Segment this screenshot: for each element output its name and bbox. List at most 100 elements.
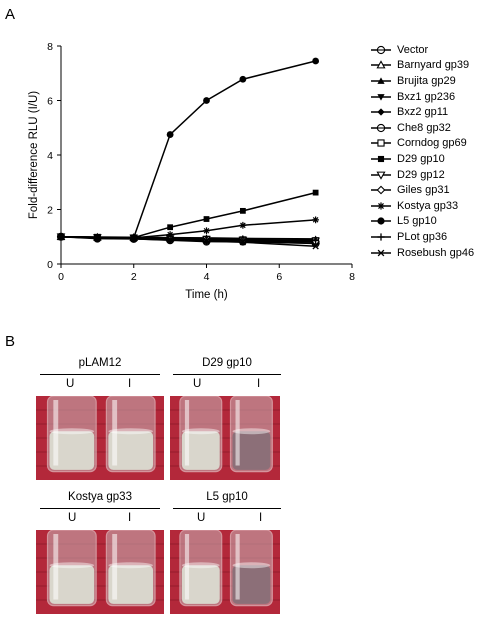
tube-uninduced bbox=[179, 530, 223, 607]
data-point bbox=[312, 216, 320, 224]
photo-block-kostya-gp33: Kostya gp33 U I bbox=[36, 491, 164, 614]
tube-induced bbox=[229, 396, 273, 473]
turbid-culture bbox=[181, 565, 220, 604]
tube-induced bbox=[105, 396, 156, 473]
legend-swatch bbox=[371, 108, 391, 116]
tube-label-u: U bbox=[66, 378, 75, 390]
series-line bbox=[60, 191, 316, 239]
x-tick-label: 2 bbox=[131, 271, 137, 283]
chart-legend: Vector Barnyard gp39 Brujita gp29 Bxz1 gp23… bbox=[370, 42, 474, 260]
data-point bbox=[93, 233, 101, 241]
legend-item-rosebush-gp46: Rosebush gp46 bbox=[370, 245, 474, 261]
legend-label: D29 gp12 bbox=[397, 168, 445, 181]
glass-highlight bbox=[184, 534, 190, 600]
tube-label-i: I bbox=[257, 378, 261, 390]
data-point bbox=[166, 236, 174, 244]
legend-label: Barnyard gp39 bbox=[397, 59, 470, 72]
data-point bbox=[57, 233, 65, 241]
data-point bbox=[203, 97, 210, 104]
tube-uninduced bbox=[179, 396, 223, 473]
tube-induced bbox=[229, 530, 273, 607]
legend-item-plot-gp36: PLot gp36 bbox=[370, 229, 474, 245]
photo-title: Kostya gp33 bbox=[68, 491, 132, 503]
tube-label-u: U bbox=[68, 512, 77, 524]
legend-label: L5 gp10 bbox=[397, 215, 437, 228]
legend-label: Vector bbox=[397, 43, 429, 56]
tube-label-i: I bbox=[259, 512, 263, 524]
glass-highlight bbox=[235, 400, 240, 466]
legend-item-barnyard-gp39: Barnyard gp39 bbox=[370, 58, 474, 74]
x-tick-label: 8 bbox=[349, 271, 355, 283]
legend-item-che8-gp32: Che8 gp32 bbox=[370, 120, 474, 136]
y-tick-label: 6 bbox=[47, 96, 53, 108]
legend-label: Kostya gp33 bbox=[397, 199, 459, 212]
turbid-culture bbox=[181, 431, 220, 470]
legend-swatch bbox=[371, 217, 391, 225]
data-point bbox=[239, 221, 247, 229]
legend-item-d29-gp10: D29 gp10 bbox=[370, 151, 474, 167]
turbid-culture bbox=[108, 565, 154, 604]
tube-induced bbox=[105, 530, 156, 607]
legend-label: Corndog gp69 bbox=[397, 137, 467, 150]
tube-photo bbox=[170, 530, 280, 614]
legend-swatch bbox=[371, 249, 391, 256]
data-point bbox=[203, 216, 210, 222]
legend-item-l5-gp10: L5 gp10 bbox=[370, 214, 474, 230]
legend-label: Brujita gp29 bbox=[397, 74, 456, 87]
data-point bbox=[166, 131, 174, 138]
glass-highlight bbox=[235, 534, 240, 600]
clear-culture bbox=[232, 565, 271, 604]
panel-a-label: A bbox=[5, 6, 16, 23]
tube-label-i: I bbox=[128, 512, 132, 524]
liquid-meniscus bbox=[232, 562, 271, 569]
tube-label-i: I bbox=[128, 378, 132, 390]
legend-swatch bbox=[371, 155, 391, 163]
axes: 0 2 4 6 8 0 2 4 6 8 bbox=[47, 41, 355, 283]
data-point bbox=[203, 237, 210, 245]
legend-label: Che8 gp32 bbox=[397, 121, 451, 134]
turbid-culture bbox=[49, 431, 95, 470]
legend-swatch bbox=[371, 233, 391, 241]
data-point bbox=[130, 234, 138, 241]
legend-swatch bbox=[371, 45, 391, 54]
glass-highlight bbox=[112, 534, 118, 600]
photo-block-d29-gp10: D29 gp10 U I bbox=[170, 357, 281, 480]
liquid-meniscus bbox=[49, 562, 95, 569]
data-point bbox=[239, 239, 247, 246]
legend-label: D29 gp10 bbox=[397, 152, 445, 165]
tube-label-u: U bbox=[197, 512, 206, 524]
legend-label: Bxz1 gp236 bbox=[397, 90, 456, 103]
liquid-meniscus bbox=[49, 428, 95, 435]
data-point bbox=[312, 243, 319, 250]
data-point bbox=[312, 189, 319, 196]
legend-label: Bxz2 gp11 bbox=[397, 106, 449, 119]
data-point bbox=[312, 57, 320, 65]
glass-highlight bbox=[112, 400, 118, 466]
liquid-meniscus bbox=[181, 562, 220, 569]
turbid-culture bbox=[108, 431, 154, 470]
x-tick-label: 6 bbox=[276, 271, 282, 283]
x-tick-label: 4 bbox=[204, 271, 210, 283]
tube-photo bbox=[36, 396, 164, 480]
liquid-meniscus bbox=[108, 428, 154, 435]
tube-uninduced bbox=[46, 396, 97, 473]
title-rule bbox=[173, 508, 281, 509]
legend-swatch bbox=[371, 202, 391, 210]
liquid-meniscus bbox=[108, 562, 154, 569]
tube-photo bbox=[36, 530, 164, 614]
legend-item-vector: Vector bbox=[370, 42, 474, 58]
data-point bbox=[166, 231, 174, 238]
legend-item-bxz1-gp236: Bxz1 gp236 bbox=[370, 89, 474, 105]
tube-uninduced bbox=[46, 530, 97, 607]
legend-swatch bbox=[371, 185, 391, 195]
data-point bbox=[312, 237, 320, 244]
title-rule bbox=[173, 374, 281, 375]
title-rule bbox=[40, 374, 160, 375]
legend-item-brujita-gp29: Brujita gp29 bbox=[370, 73, 474, 89]
x-axis-label: Time (h) bbox=[185, 289, 228, 301]
x-tick-label: 0 bbox=[58, 271, 64, 283]
turbid-culture bbox=[49, 565, 95, 604]
y-tick-label: 4 bbox=[47, 150, 53, 162]
liquid-meniscus bbox=[181, 428, 220, 435]
data-point bbox=[203, 227, 210, 235]
